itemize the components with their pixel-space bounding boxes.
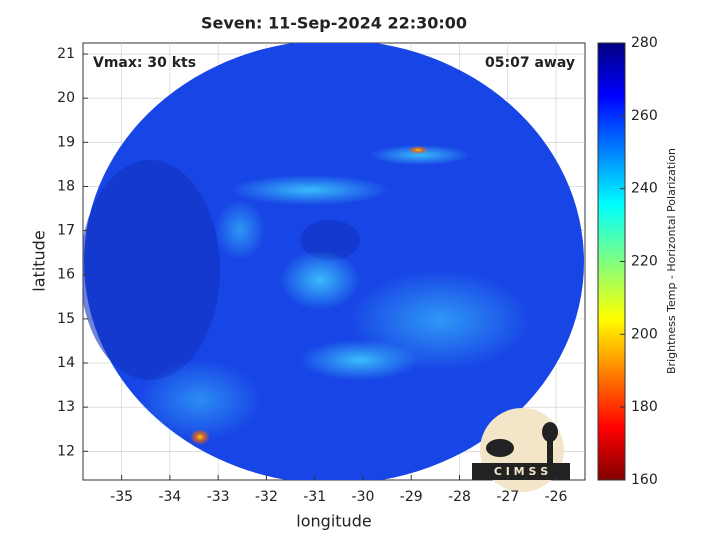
x-tick-label: -31 [303, 489, 326, 505]
annotation: Vmax: 30 kts [93, 55, 196, 71]
x-tick-label: -30 [352, 489, 375, 505]
x-tick-label: -34 [158, 489, 181, 505]
logo: C I M S S [472, 408, 570, 492]
y-tick-label: 14 [57, 355, 75, 371]
y-tick-label: 19 [57, 134, 75, 150]
colorbar-tick-label: 200 [631, 326, 658, 342]
x-tick-label: -33 [207, 489, 230, 505]
colorbar-tick-label: 160 [631, 472, 658, 488]
x-axis-label: longitude [296, 512, 371, 531]
x-tick-label: -28 [448, 489, 471, 505]
y-tick-label: 15 [57, 311, 75, 327]
colorbar-tick-label: 240 [631, 181, 658, 197]
y-tick-label: 21 [57, 46, 75, 62]
colorbar-tick-label: 260 [631, 108, 658, 124]
y-tick-label: 13 [57, 399, 75, 415]
x-tick-label: -26 [545, 489, 568, 505]
colorbar-tick-label: 220 [631, 254, 658, 270]
annotation: 05:07 away [485, 55, 575, 71]
colorbar-tick-label: 180 [631, 399, 658, 415]
y-tick-label: 12 [57, 443, 75, 459]
x-tick-label: -35 [110, 489, 133, 505]
colorbar-tick-label: 280 [631, 35, 658, 51]
logo-text: C I M S S [494, 465, 548, 478]
y-tick-label: 18 [57, 178, 75, 194]
y-axis-label: latitude [30, 230, 49, 291]
brightness-image [83, 43, 584, 480]
colorbar-label: Brightness Temp - Horizontal Polarizatio… [665, 148, 678, 374]
x-tick-label: -32 [255, 489, 278, 505]
y-tick-label: 17 [57, 223, 75, 239]
y-tick-label: 20 [57, 90, 75, 106]
x-tick-label: -27 [496, 489, 519, 505]
x-tick-label: -29 [400, 489, 423, 505]
y-tick-label: 16 [57, 267, 75, 283]
chart-title: Seven: 11-Sep-2024 22:30:00 [201, 14, 467, 33]
